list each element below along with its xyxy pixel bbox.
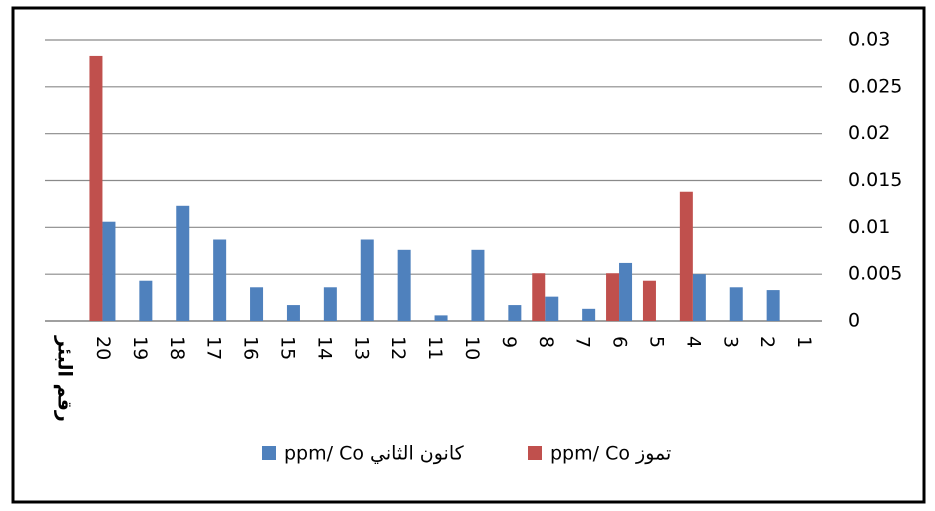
bar	[619, 262, 633, 321]
x-tick-label: 4	[682, 336, 704, 348]
x-tick-label: 17	[203, 336, 225, 360]
y-tick-label: 0.03	[848, 29, 890, 51]
bar	[89, 55, 103, 321]
x-tick-label: 3	[719, 336, 741, 348]
y-tick-label: 0.025	[848, 75, 902, 97]
legend-swatch	[262, 446, 276, 460]
x-tick-label: 20	[92, 336, 114, 360]
legend-label: ppm/ Co كانون الثاني	[284, 443, 465, 465]
x-tick-label: 2	[756, 336, 778, 348]
x-tick-label: 9	[498, 336, 520, 348]
bar	[471, 249, 485, 321]
x-tick-label: 18	[166, 336, 188, 360]
x-tick-label: 12	[387, 336, 409, 360]
bar	[508, 305, 522, 321]
x-tick-label: 13	[350, 336, 372, 360]
bar	[606, 273, 620, 321]
bar	[360, 239, 374, 321]
bar	[434, 315, 448, 321]
bar	[397, 249, 411, 321]
bar	[286, 305, 300, 321]
y-tick-label: 0.01	[848, 216, 890, 238]
y-tick-label: 0.005	[848, 263, 902, 285]
bar	[250, 287, 264, 321]
x-axis-label: رقم البئر	[54, 335, 76, 422]
bar	[102, 221, 116, 321]
x-tick-label: 5	[645, 336, 667, 348]
x-tick-label: 6	[609, 336, 631, 348]
bar	[213, 239, 227, 321]
bar	[582, 308, 596, 321]
x-tick-label: 1	[793, 336, 815, 348]
x-tick-label: 7	[572, 336, 594, 348]
bar	[692, 274, 706, 321]
y-tick-label: 0.015	[848, 169, 902, 191]
bar	[679, 191, 693, 321]
bar	[323, 287, 337, 321]
x-tick-label: 14	[313, 336, 335, 360]
bar	[545, 296, 559, 321]
x-tick-label: 19	[129, 336, 151, 360]
bar	[176, 205, 190, 321]
bar	[642, 280, 656, 321]
x-tick-label: 8	[535, 336, 557, 348]
x-tick-label: 15	[276, 336, 298, 360]
bar	[139, 280, 153, 321]
bar	[729, 287, 743, 321]
y-tick-label: 0.02	[848, 122, 890, 144]
x-tick-label: 16	[240, 336, 262, 360]
legend-label: ppm/ Co تموز	[550, 443, 671, 465]
y-tick-label: 0	[848, 310, 860, 332]
x-tick-label: 10	[461, 336, 483, 360]
x-tick-label: 11	[424, 336, 446, 360]
bar	[532, 273, 546, 321]
chart-frame	[11, 6, 926, 504]
bar	[766, 290, 780, 321]
legend-swatch	[528, 446, 542, 460]
